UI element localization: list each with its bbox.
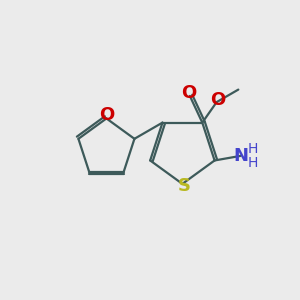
Text: O: O xyxy=(211,91,226,109)
Text: H: H xyxy=(248,156,258,170)
Text: N: N xyxy=(233,147,248,165)
Text: H: H xyxy=(248,142,258,155)
Text: O: O xyxy=(99,106,114,124)
Text: O: O xyxy=(181,84,196,102)
Text: S: S xyxy=(177,177,190,195)
